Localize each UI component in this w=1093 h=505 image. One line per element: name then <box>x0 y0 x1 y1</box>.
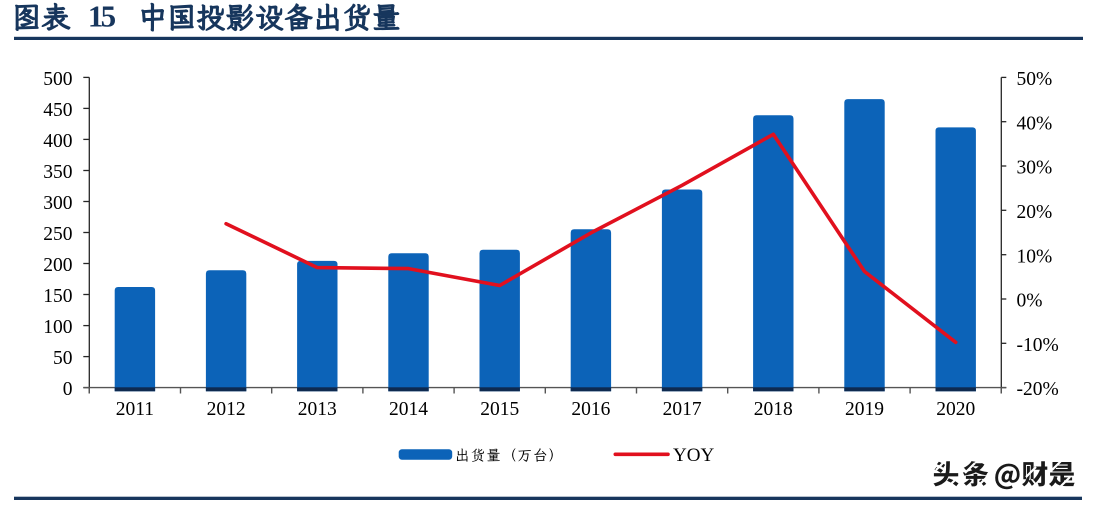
svg-text:250: 250 <box>43 224 72 245</box>
svg-text:YOY: YOY <box>673 445 714 466</box>
svg-text:0: 0 <box>63 379 73 400</box>
svg-text:50: 50 <box>53 348 73 369</box>
svg-text:30%: 30% <box>1017 158 1053 179</box>
svg-text:450: 450 <box>43 100 72 121</box>
svg-text:2020: 2020 <box>936 399 975 420</box>
svg-text:-20%: -20% <box>1017 379 1059 400</box>
svg-text:50%: 50% <box>1017 69 1053 90</box>
svg-text:2013: 2013 <box>298 399 337 420</box>
svg-text:500: 500 <box>43 69 72 90</box>
svg-text:2012: 2012 <box>207 399 246 420</box>
svg-text:100: 100 <box>43 317 72 338</box>
svg-text:400: 400 <box>43 131 72 152</box>
svg-text:2017: 2017 <box>663 399 702 420</box>
svg-text:2015: 2015 <box>480 399 519 420</box>
svg-text:2019: 2019 <box>845 399 884 420</box>
svg-text:2016: 2016 <box>571 399 610 420</box>
svg-text:2018: 2018 <box>754 399 793 420</box>
svg-text:20%: 20% <box>1017 202 1053 223</box>
svg-text:10%: 10% <box>1017 246 1053 267</box>
svg-text:1: 1 <box>88 0 104 33</box>
svg-text:300: 300 <box>43 193 72 214</box>
svg-text:40%: 40% <box>1017 113 1053 134</box>
svg-text:5: 5 <box>101 0 117 33</box>
svg-text:350: 350 <box>43 162 72 183</box>
svg-text:-10%: -10% <box>1017 335 1059 356</box>
svg-text:150: 150 <box>43 286 72 307</box>
svg-text:0%: 0% <box>1017 291 1043 312</box>
svg-text:2014: 2014 <box>389 399 428 420</box>
svg-text:2011: 2011 <box>116 399 154 420</box>
svg-text:200: 200 <box>43 255 72 276</box>
